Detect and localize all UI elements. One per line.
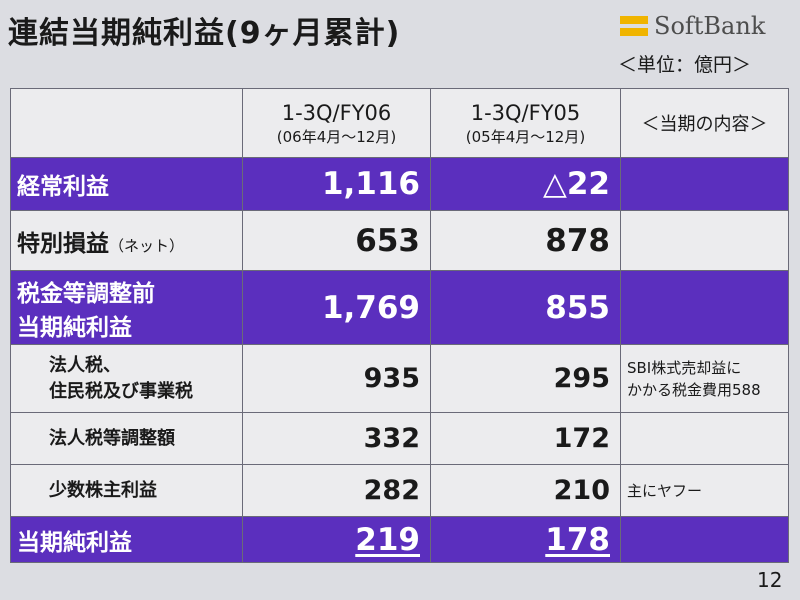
table-row-tax-adjustment: 法人税等調整額 332 172: [10, 412, 789, 465]
row-note-line1: SBI株式売却益に: [627, 358, 742, 377]
row-label: 当期純利益: [10, 516, 243, 563]
header-fy06: 1-3Q/FY06 (06年4月～12月): [242, 88, 431, 158]
row-label-line2: 当期純利益: [17, 314, 132, 341]
row-label: 法人税等調整額: [10, 412, 243, 465]
value-fy06: 1,769: [242, 270, 431, 345]
page-number: 12: [757, 568, 783, 592]
header-empty: [10, 88, 243, 158]
row-note: [620, 270, 789, 345]
row-note: 主にヤフー: [620, 464, 789, 517]
value-fy05: 855: [430, 270, 621, 345]
row-label: 少数株主利益: [10, 464, 243, 517]
row-note-line2: かかる税金費用588: [627, 380, 761, 399]
row-label-text: 特別損益: [17, 230, 109, 257]
header-content: ＜当期の内容＞: [620, 88, 789, 158]
logo-text: SoftBank: [654, 12, 766, 40]
row-label-suffix: （ネット）: [109, 236, 185, 255]
table-row-extraordinary: 特別損益（ネット） 653 878: [10, 210, 789, 271]
row-label: 税金等調整前 当期純利益: [10, 270, 243, 345]
page-title: 連結当期純利益(9ヶ月累計): [8, 16, 401, 51]
row-note: [620, 516, 789, 563]
header-fy05-period: 1-3Q/FY05: [470, 101, 581, 125]
value-fy05: 878: [430, 210, 621, 271]
row-note: [620, 157, 789, 211]
row-note: [620, 210, 789, 271]
table-header-row: 1-3Q/FY06 (06年4月～12月) 1-3Q/FY05 (05年4月～1…: [10, 88, 789, 158]
softbank-logo-icon: [620, 13, 648, 39]
value-fy05-text: 178: [545, 521, 610, 558]
header-fy05-range: (05年4月～12月): [465, 128, 586, 146]
value-fy06-text: 219: [355, 521, 420, 558]
table-row-minority-interest: 少数株主利益 282 210 主にヤフー: [10, 464, 789, 517]
value-fy06: 332: [242, 412, 431, 465]
value-fy06: 935: [242, 344, 431, 413]
income-table: 1-3Q/FY06 (06年4月～12月) 1-3Q/FY05 (05年4月～1…: [10, 88, 789, 563]
table-row-income-taxes: 法人税、 住民税及び事業税 935 295 SBI株式売却益に かかる税金費用5…: [10, 344, 789, 413]
value-fy06: 1,116: [242, 157, 431, 211]
row-label-line1: 法人税、: [49, 354, 121, 376]
unit-label: ＜単位：億円＞: [618, 54, 752, 76]
row-label: 法人税、 住民税及び事業税: [10, 344, 243, 413]
value-fy05: 172: [430, 412, 621, 465]
row-label: 経常利益: [10, 157, 243, 211]
value-fy05: 178: [430, 516, 621, 563]
row-label-line2: 住民税及び事業税: [49, 380, 193, 402]
table-row-pretax-income: 税金等調整前 当期純利益 1,769 855: [10, 270, 789, 345]
row-note: [620, 412, 789, 465]
header-fy06-period: 1-3Q/FY06: [281, 101, 392, 125]
value-fy06: 282: [242, 464, 431, 517]
row-label: 特別損益（ネット）: [10, 210, 243, 271]
row-note: SBI株式売却益に かかる税金費用588: [620, 344, 789, 413]
value-fy06: 219: [242, 516, 431, 563]
table-row-net-income: 当期純利益 219 178: [10, 516, 789, 563]
table-row-ordinary-income: 経常利益 1,116 △22: [10, 157, 789, 211]
header-fy05: 1-3Q/FY05 (05年4月～12月): [430, 88, 621, 158]
value-fy05: △22: [430, 157, 621, 211]
row-label-line1: 税金等調整前: [17, 280, 155, 307]
value-fy05: 295: [430, 344, 621, 413]
value-fy05: 210: [430, 464, 621, 517]
header-fy06-range: (06年4月～12月): [276, 128, 397, 146]
value-fy06: 653: [242, 210, 431, 271]
softbank-logo: SoftBank: [620, 12, 765, 40]
